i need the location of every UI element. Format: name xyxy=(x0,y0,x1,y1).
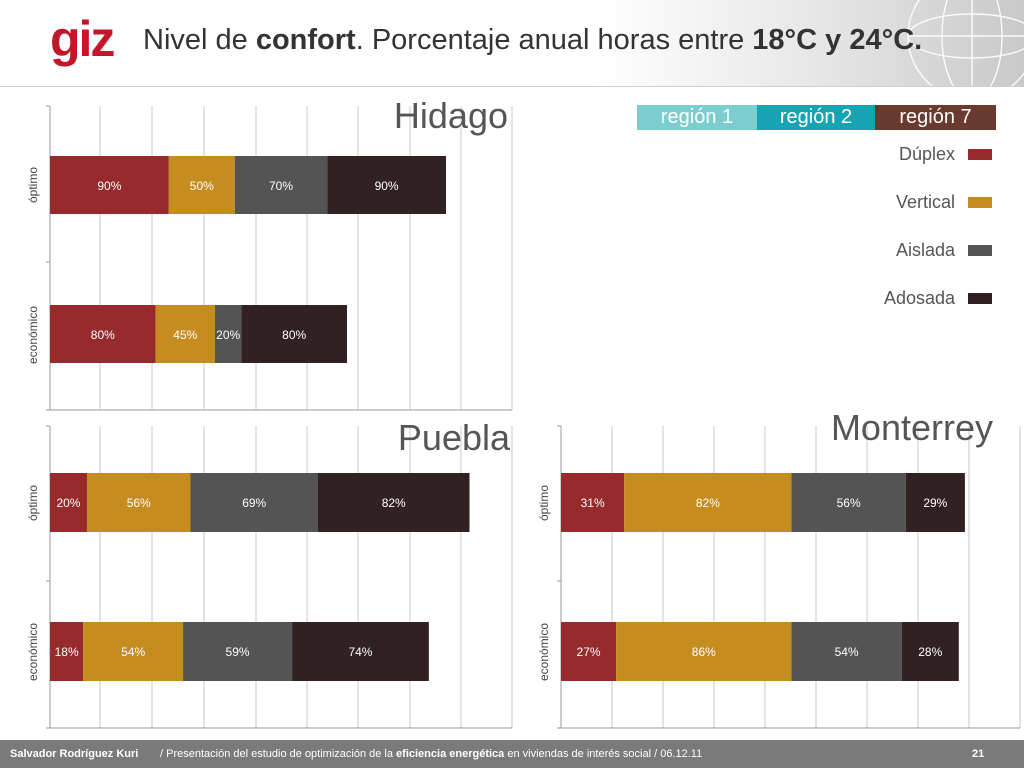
data-label: 56% xyxy=(837,496,861,510)
bar-segment xyxy=(183,622,293,681)
data-label: 20% xyxy=(216,328,240,342)
bar-segment xyxy=(83,622,184,681)
data-label: 28% xyxy=(918,645,942,659)
legend-swatch-adosada xyxy=(968,293,992,304)
data-label: 27% xyxy=(577,645,601,659)
category-label: óptimo xyxy=(26,167,40,203)
giz-logo: giz xyxy=(50,11,115,67)
bar-segment xyxy=(50,305,156,363)
footer-description: / Presentación del estudio de optimizaci… xyxy=(160,740,702,768)
footer-desc-post: en viviendas de interés social / 06.12.1… xyxy=(504,748,703,760)
bar-segment xyxy=(327,156,446,214)
data-label: 18% xyxy=(55,645,79,659)
bar-segment xyxy=(624,473,792,532)
data-label: 59% xyxy=(226,645,250,659)
bar-segment xyxy=(50,622,84,681)
data-label: 74% xyxy=(348,645,372,659)
bar-segment xyxy=(234,156,328,214)
category-label: óptimo xyxy=(26,485,40,521)
bar-segment xyxy=(241,305,347,363)
chart-title: Puebla xyxy=(398,417,511,458)
legend-label-vertical: Vertical xyxy=(895,192,955,212)
region-2-label: región 2 xyxy=(757,105,875,130)
bar-segment xyxy=(50,473,87,532)
title-part-4: 18°C y 24°C. xyxy=(752,24,923,56)
globe-icon xyxy=(907,0,1024,86)
footer: Salvador Rodríguez Kuri / Presentación d… xyxy=(0,740,1024,768)
data-label: 45% xyxy=(173,328,197,342)
data-label: 31% xyxy=(581,496,605,510)
bar-segment xyxy=(791,622,902,681)
page-number: 21 xyxy=(972,748,985,760)
bar-segment xyxy=(155,305,215,363)
data-label: 54% xyxy=(121,645,145,659)
category-label: económico xyxy=(26,306,40,364)
data-label: 54% xyxy=(835,645,859,659)
data-label: 90% xyxy=(375,179,399,193)
bar-segment xyxy=(50,156,169,214)
legend-label-aislada: Aislada xyxy=(895,240,955,260)
data-label: 20% xyxy=(56,496,80,510)
data-label: 29% xyxy=(923,496,947,510)
bar-segment xyxy=(292,622,429,681)
chart-title: Monterrey xyxy=(831,407,993,448)
data-label: 80% xyxy=(91,328,115,342)
region-legend: región 1 región 2 región 7 xyxy=(637,105,996,130)
footer-desc-pre: / Presentación del estudio de optimizaci… xyxy=(160,748,397,760)
legend-label-adosada: Adosada xyxy=(883,288,955,308)
header-divider xyxy=(0,86,1024,87)
bar-segment xyxy=(86,473,191,532)
bar-segment xyxy=(215,305,242,363)
footer-author: Salvador Rodríguez Kuri xyxy=(10,748,139,760)
bar-segment xyxy=(901,622,959,681)
bar-segment xyxy=(561,622,617,681)
category-label: económico xyxy=(26,623,40,681)
chart-title: Hidago xyxy=(394,95,508,136)
data-label: 56% xyxy=(127,496,151,510)
title-part-3: . Porcentaje anual horas entre xyxy=(355,24,753,56)
title-part-1: Nivel de xyxy=(143,24,256,56)
data-label: 82% xyxy=(382,496,406,510)
legend-swatch-vertical xyxy=(968,197,992,208)
category-label: económico xyxy=(537,623,551,681)
data-label: 80% xyxy=(282,328,306,342)
category-label: óptimo xyxy=(537,485,551,521)
legend-swatch-aislada xyxy=(968,245,992,256)
legend-swatch-duplex xyxy=(968,149,992,160)
bar-segment xyxy=(616,622,792,681)
page-title: Nivel de confort. Porcentaje anual horas… xyxy=(143,24,922,57)
data-label: 86% xyxy=(692,645,716,659)
bar-segment xyxy=(561,473,625,532)
data-label: 70% xyxy=(269,179,293,193)
region-7-label: región 7 xyxy=(875,105,996,130)
charts-canvas: Hidago óptimo 90% 50% 70% 90% económico 80% 45% 2… xyxy=(26,95,1021,729)
bar-segment xyxy=(317,473,470,532)
title-part-2: confort xyxy=(255,24,356,56)
data-label: 69% xyxy=(242,496,266,510)
bar-segment xyxy=(905,473,965,532)
footer-desc-bold: eficiencia energética xyxy=(396,748,505,760)
header-band xyxy=(0,0,1024,86)
data-label: 90% xyxy=(97,179,121,193)
bar-segment xyxy=(168,156,235,214)
region-1-label: región 1 xyxy=(637,105,757,130)
legend-label-duplex: Dúplex xyxy=(898,144,955,164)
bar-segment xyxy=(190,473,318,532)
bar-segment xyxy=(791,473,906,532)
data-label: 50% xyxy=(190,179,214,193)
data-label: 82% xyxy=(696,496,720,510)
